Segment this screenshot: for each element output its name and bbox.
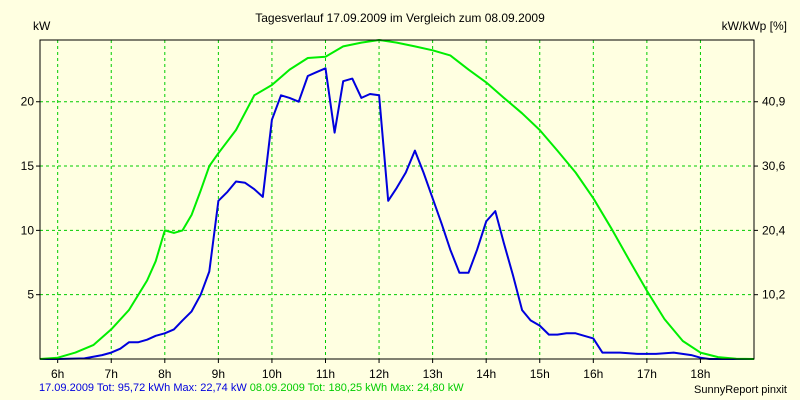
chart-title: Tagesverlauf 17.09.2009 im Vergleich zum… [255,11,545,25]
x-tick-label: 14h [476,367,496,381]
x-tick-label: 16h [583,367,603,381]
x-tick-label: 12h [369,367,389,381]
x-tick-label: 18h [690,367,710,381]
y-axis-right-label: kW/kWp [%] [721,19,787,33]
y-right-tick-label: 40,9 [762,95,786,109]
x-tick-label: 8h [158,367,171,381]
x-tick-label: 11h [316,367,335,381]
y-right-tick-label: 20,4 [762,223,786,237]
x-tick-label: 10h [262,367,282,381]
y-left-tick-label: 10 [21,223,35,237]
y-axis-left-label: kW [33,19,51,33]
plot-border [39,39,755,360]
chart-footer: 17.09.2009 Tot: 95,72 kWh Max: 22,74 kW … [39,382,464,394]
x-tick-label: 6h [51,367,64,381]
credit-text: SunnyReport pinxit [694,384,787,396]
y-left-tick-label: 5 [27,288,34,302]
y-left-tick-label: 20 [21,95,35,109]
series-line-2 [39,39,755,360]
y-right-tick-label: 10,2 [762,288,786,302]
y-right-tick-label: 30,6 [762,159,786,173]
x-tick-label: 15h [530,367,550,381]
series-line-1 [40,67,754,360]
series-2-summary: 08.09.2009 Tot: 180,25 kWh Max: 24,80 kW [249,382,464,394]
x-tick-label: 9h [212,367,225,381]
x-tick-label: 17h [637,367,657,381]
x-tick-label: 13h [423,367,443,381]
y-left-tick-label: 15 [21,159,35,173]
series-1-summary: 17.09.2009 Tot: 95,72 kWh Max: 22,74 kW [39,382,247,394]
x-tick-label: 7h [105,367,118,381]
